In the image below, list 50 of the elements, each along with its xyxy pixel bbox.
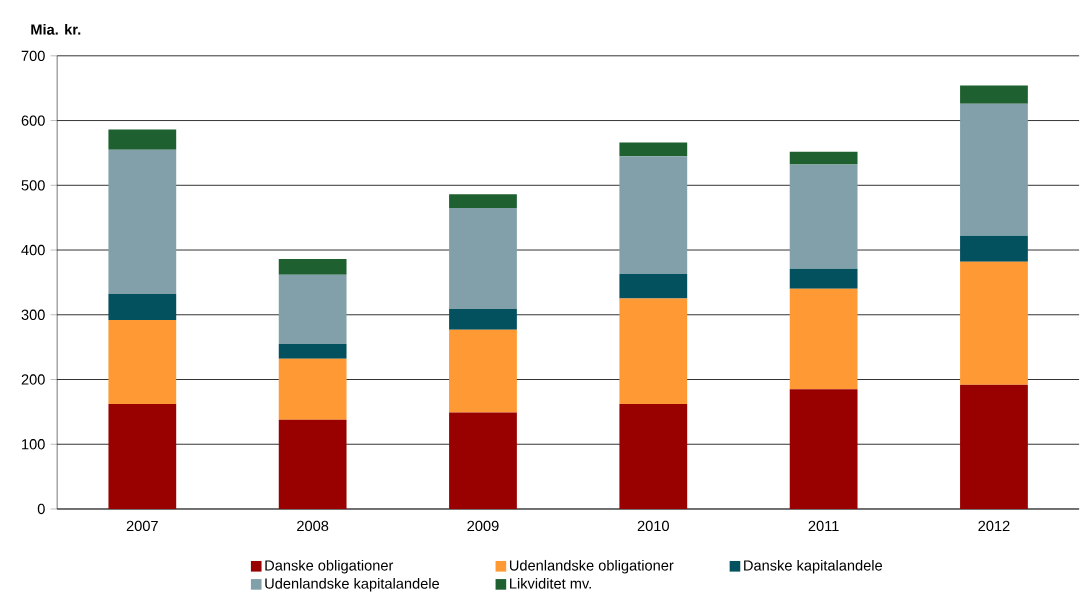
x-tick-label: 2007 — [126, 520, 158, 531]
legend-label: Danske obligationer — [265, 559, 394, 574]
y-tick-label: 200 — [21, 374, 45, 385]
bar — [108, 149, 177, 294]
bar — [449, 207, 517, 309]
y-tick-label: 400 — [21, 244, 45, 256]
y-tick-label: 300 — [21, 309, 45, 320]
bar — [108, 129, 177, 150]
bar — [619, 142, 688, 156]
y-tick-label: 0 — [37, 503, 45, 515]
bar — [960, 261, 1028, 385]
bar — [278, 358, 347, 420]
bar — [960, 103, 1028, 236]
bar — [108, 403, 177, 509]
y-axis-title: Mia. kr. — [31, 23, 81, 35]
bar — [619, 156, 688, 274]
bar — [619, 298, 688, 404]
legend-label: Udenlandske kapitalandele — [265, 577, 440, 592]
bar — [960, 235, 1028, 262]
bar — [278, 258, 347, 275]
bar — [449, 329, 517, 413]
bar — [108, 319, 177, 404]
y-tick-label: 600 — [21, 115, 45, 126]
legend-label: Danske kapitalandele — [744, 559, 883, 574]
bar — [619, 403, 688, 509]
legend-label: Likviditet mv. — [510, 577, 591, 589]
bar — [789, 164, 858, 269]
bar — [108, 293, 177, 320]
bar — [789, 389, 858, 509]
bar — [960, 384, 1028, 509]
x-tick-label: 2011 — [808, 520, 839, 531]
x-tick-label: 2009 — [467, 520, 499, 531]
bar — [278, 274, 347, 344]
bar — [278, 419, 347, 509]
bar — [789, 268, 858, 289]
y-tick-label: 500 — [21, 179, 45, 191]
bar — [449, 308, 517, 330]
bar — [449, 194, 517, 208]
x-tick-label: 2010 — [637, 520, 669, 531]
x-tick-label: 2012 — [978, 520, 1010, 531]
bar — [960, 85, 1028, 104]
bar — [619, 273, 688, 299]
bar — [449, 412, 517, 509]
y-tick-label: 700 — [21, 50, 45, 61]
bar — [278, 343, 347, 359]
bar — [789, 288, 858, 390]
bar — [789, 151, 858, 165]
legend-label: Udenlandske obligationer — [509, 559, 674, 574]
x-tick-label: 2008 — [297, 520, 329, 531]
y-tick-label: 100 — [22, 438, 45, 450]
